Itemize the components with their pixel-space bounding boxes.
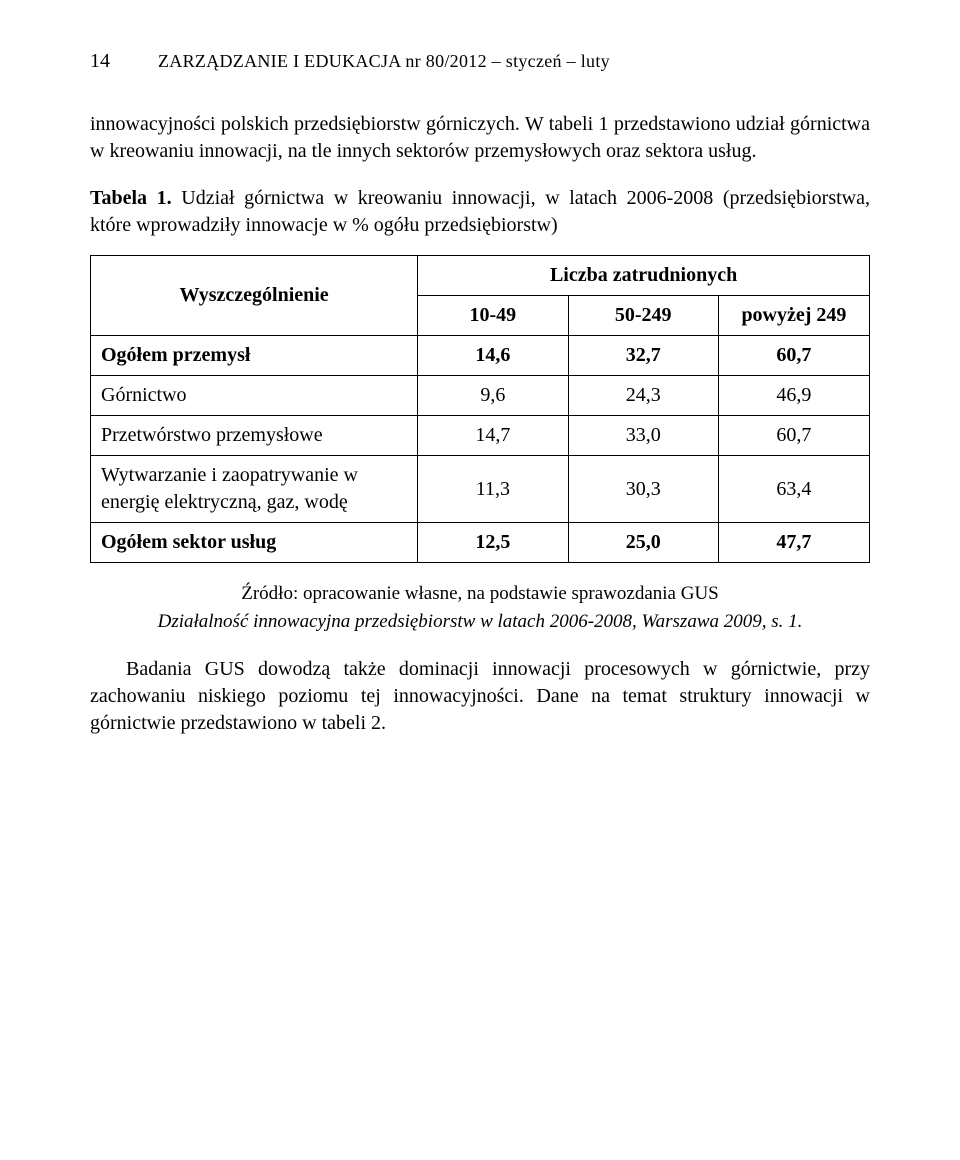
row-value: 60,7 [718,416,869,456]
table-row: Przetwórstwo przemysłowe14,733,060,7 [91,416,870,456]
table-source-line2: Działalność innowacyjna przedsiębiorstw … [90,609,870,635]
col-header-group: Liczba zatrudnionych [418,256,870,296]
table-row: Ogółem sektor usług12,525,047,7 [91,523,870,563]
row-value: 60,7 [718,336,869,376]
table-caption: Tabela 1. Udział górnictwa w kreowaniu i… [90,185,870,239]
table-row: Wytwarzanie i zaopatrywanie w energię el… [91,456,870,523]
sub-header: powyżej 249 [718,296,869,336]
row-value: 24,3 [568,376,718,416]
row-value: 9,6 [418,376,568,416]
running-header: 14 ZARZĄDZANIE I EDUKACJA nr 80/2012 – s… [90,48,870,75]
header-title: ZARZĄDZANIE I EDUKACJA nr 80/2012 – styc… [158,49,610,73]
table-header-row-1: Wyszczególnienie Liczba zatrudnionych [91,256,870,296]
closing-paragraph: Badania GUS dowodzą także dominacji inno… [90,656,870,737]
row-value: 46,9 [718,376,869,416]
sub-header: 50-249 [568,296,718,336]
sub-header: 10-49 [418,296,568,336]
row-value: 30,3 [568,456,718,523]
row-value: 14,7 [418,416,568,456]
page-number: 14 [90,48,110,75]
table-row: Ogółem przemysł14,632,760,7 [91,336,870,376]
row-label: Ogółem sektor usług [91,523,418,563]
row-label: Wytwarzanie i zaopatrywanie w energię el… [91,456,418,523]
row-label: Ogółem przemysł [91,336,418,376]
table-caption-text: Udział górnictwa w kreowaniu innowacji, … [90,187,870,236]
row-value: 32,7 [568,336,718,376]
row-value: 63,4 [718,456,869,523]
row-value: 14,6 [418,336,568,376]
row-label: Przetwórstwo przemysłowe [91,416,418,456]
row-value: 12,5 [418,523,568,563]
intro-paragraph: innowacyjności polskich przedsiębiorstw … [90,111,870,165]
row-label: Górnictwo [91,376,418,416]
row-value: 33,0 [568,416,718,456]
row-value: 47,7 [718,523,869,563]
data-table: Wyszczególnienie Liczba zatrudnionych 10… [90,255,870,563]
table-row: Górnictwo9,624,346,9 [91,376,870,416]
row-value: 25,0 [568,523,718,563]
table-caption-label: Tabela 1. [90,187,172,209]
table-source-line1: Źródło: opracowanie własne, na podstawie… [90,581,870,607]
row-value: 11,3 [418,456,568,523]
col-header-left: Wyszczególnienie [91,256,418,336]
